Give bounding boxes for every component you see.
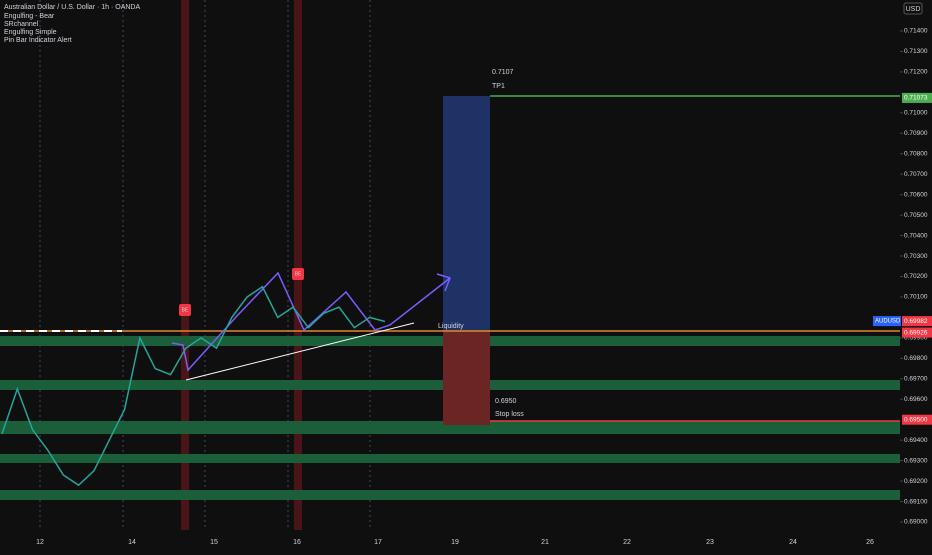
x-tick-label: 14 <box>128 539 136 546</box>
pattern-drawing <box>171 271 451 372</box>
liquidity-label: Liquidity <box>438 323 464 330</box>
tp-label: TP1 <box>492 83 505 90</box>
x-tick-label: 24 <box>789 539 797 546</box>
price-marker <box>902 327 932 338</box>
symbol-marker <box>873 316 901 327</box>
vertical-bands <box>39 0 371 530</box>
be-badge <box>292 268 304 280</box>
be-label: BE <box>182 307 189 313</box>
y-tick-label: 0.71300 <box>904 48 928 55</box>
sr-zone <box>0 421 900 434</box>
x-tick-label: 23 <box>706 539 714 546</box>
price-marker <box>902 316 932 327</box>
y-tick-label: 0.69200 <box>904 478 928 485</box>
indicator: Engulfing Simple <box>4 29 57 36</box>
y-tick-label: 0.69900 <box>904 335 928 342</box>
target-zone <box>443 96 490 331</box>
price-marker-label: 0.69926 <box>904 329 928 336</box>
price-marker-label: 0.71073 <box>904 95 928 102</box>
y-tick-label: 0.70600 <box>904 191 928 198</box>
price-marker <box>902 92 932 103</box>
y-tick-label: 0.69000 <box>904 519 928 526</box>
tp-price: 0.7107 <box>492 69 514 76</box>
y-tick-label: 0.71400 <box>904 28 928 35</box>
price-marker <box>902 414 932 425</box>
x-tick-label: 22 <box>623 539 631 546</box>
price-marker-label: 0.69500 <box>904 416 928 423</box>
price-marker-label: 0.69982 <box>904 318 928 325</box>
y-tick-label: 0.70700 <box>904 171 928 178</box>
trend-line <box>185 322 415 381</box>
symbol-marker-label: AUDUSD <box>875 319 901 325</box>
sr-zone <box>0 490 900 500</box>
session-band <box>294 0 302 530</box>
currency: USD <box>906 6 921 13</box>
be-badge <box>179 304 191 316</box>
x-tick-label: 15 <box>210 539 218 546</box>
price-axis <box>900 0 932 550</box>
be-label: BE <box>295 271 302 277</box>
x-tick-label: 26 <box>866 539 874 546</box>
y-tick-label: 0.71000 <box>904 110 928 117</box>
x-tick-label: 16 <box>293 539 301 546</box>
y-tick-label: 0.69100 <box>904 498 928 505</box>
symbol-title: Australian Dollar / U.S. Dollar · 1h · O… <box>4 4 140 11</box>
y-tick-label: 0.69700 <box>904 376 928 383</box>
stop-zone <box>443 331 490 425</box>
x-tick-label: 17 <box>374 539 382 546</box>
y-tick-label: 0.69300 <box>904 457 928 464</box>
y-tick-label: 0.69600 <box>904 396 928 403</box>
price-line <box>1 285 386 487</box>
y-tick-label: 0.70800 <box>904 150 928 157</box>
sr-zone <box>0 454 900 463</box>
y-tick-label: 0.70200 <box>904 273 928 280</box>
indicator: Engulfing - Bear <box>4 13 55 20</box>
sl-price: 0.6950 <box>495 398 517 405</box>
y-tick-label: 0.70400 <box>904 232 928 239</box>
arrow-head <box>436 273 451 292</box>
y-tick-label: 0.70900 <box>904 130 928 137</box>
sl-label: Stop loss <box>495 411 524 418</box>
y-tick-label: 0.70500 <box>904 212 928 219</box>
session-band <box>181 0 189 530</box>
x-tick-label: 21 <box>541 539 549 546</box>
indicator: SRchannel <box>4 21 39 28</box>
y-tick-label: 0.71200 <box>904 69 928 76</box>
y-tick-label: 0.70300 <box>904 253 928 260</box>
y-tick-label: 0.69800 <box>904 355 928 362</box>
y-tick-label: 0.70100 <box>904 294 928 301</box>
x-tick-label: 19 <box>451 539 459 546</box>
currency-box <box>903 2 923 15</box>
x-tick-label: 12 <box>36 539 44 546</box>
indicator: Pin Bar Indicator Alert <box>4 37 72 44</box>
y-tick-label: 0.69400 <box>904 437 928 444</box>
